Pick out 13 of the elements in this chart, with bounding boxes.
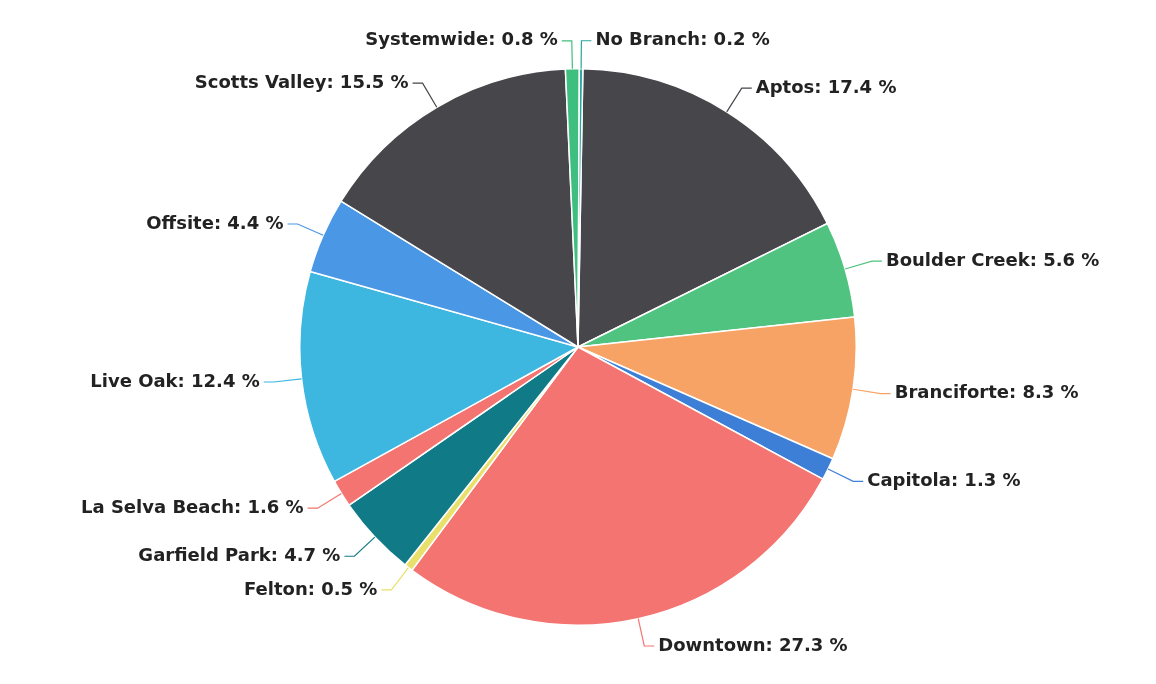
slice-label: Branciforte: 8.3 % xyxy=(894,381,1079,403)
slice-label: Boulder Creek: 5.6 % xyxy=(885,248,1100,270)
slice-label: Live Oak: 12.4 % xyxy=(90,369,260,391)
slice-label: Downtown: 27.3 % xyxy=(658,633,848,655)
slice-label: No Branch: 0.2 % xyxy=(595,28,770,50)
slice-label: Felton: 0.5 % xyxy=(244,577,378,599)
slice-label: Offsite: 4.4 % xyxy=(146,211,284,233)
slice-label: Scotts Valley: 15.5 % xyxy=(194,70,409,92)
slice-label: Aptos: 17.4 % xyxy=(755,75,897,97)
slice-label: Capitola: 1.3 % xyxy=(867,469,1021,491)
slice-label: Systemwide: 0.8 % xyxy=(365,28,558,50)
slice-label: La Selva Beach: 1.6 % xyxy=(81,495,304,517)
slice-label: Garfield Park: 4.7 % xyxy=(138,543,341,565)
